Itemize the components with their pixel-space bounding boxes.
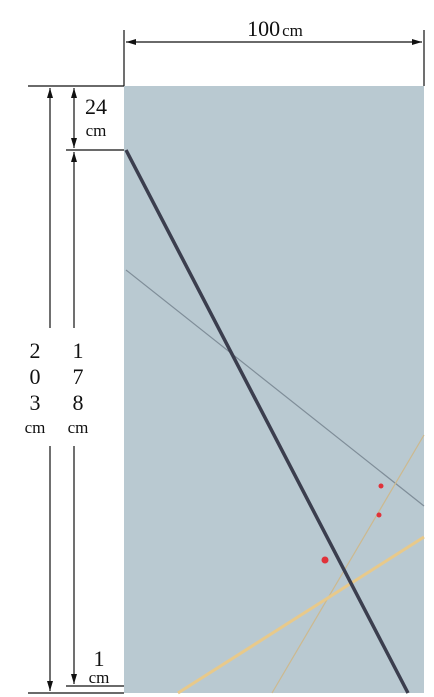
red-dot (321, 556, 329, 564)
thin-yellow-diagonal-line (271, 434, 425, 694)
width-label: 100 cm (247, 16, 303, 41)
yellow-diagonal-line (177, 535, 425, 695)
main-height-digit: 1 (73, 338, 84, 363)
main-height-unit: cm (68, 418, 89, 437)
total-height-label-gap (40, 328, 60, 446)
top-margin-value: 24 (85, 94, 107, 119)
total-height-digit: 3 (30, 390, 41, 415)
width-unit: cm (282, 21, 303, 40)
thin-grey-diagonal-line (125, 269, 425, 507)
width-value: 100 (247, 16, 280, 41)
total-height-unit: cm (25, 418, 46, 437)
artwork-panel (124, 86, 424, 693)
main-height-digit: 7 (73, 364, 84, 389)
total-height-digit: 0 (30, 364, 41, 389)
top-margin-unit: cm (86, 121, 107, 140)
red-dot (378, 483, 384, 489)
total-height-digit: 2 (30, 338, 41, 363)
bottom-margin-value: 1 (94, 646, 105, 671)
main-height-digit: 8 (73, 390, 84, 415)
main-height-label-gap (64, 328, 94, 446)
dark-diagonal-line (124, 149, 410, 694)
bottom-margin-unit: cm (89, 668, 110, 687)
red-dot (376, 512, 382, 518)
